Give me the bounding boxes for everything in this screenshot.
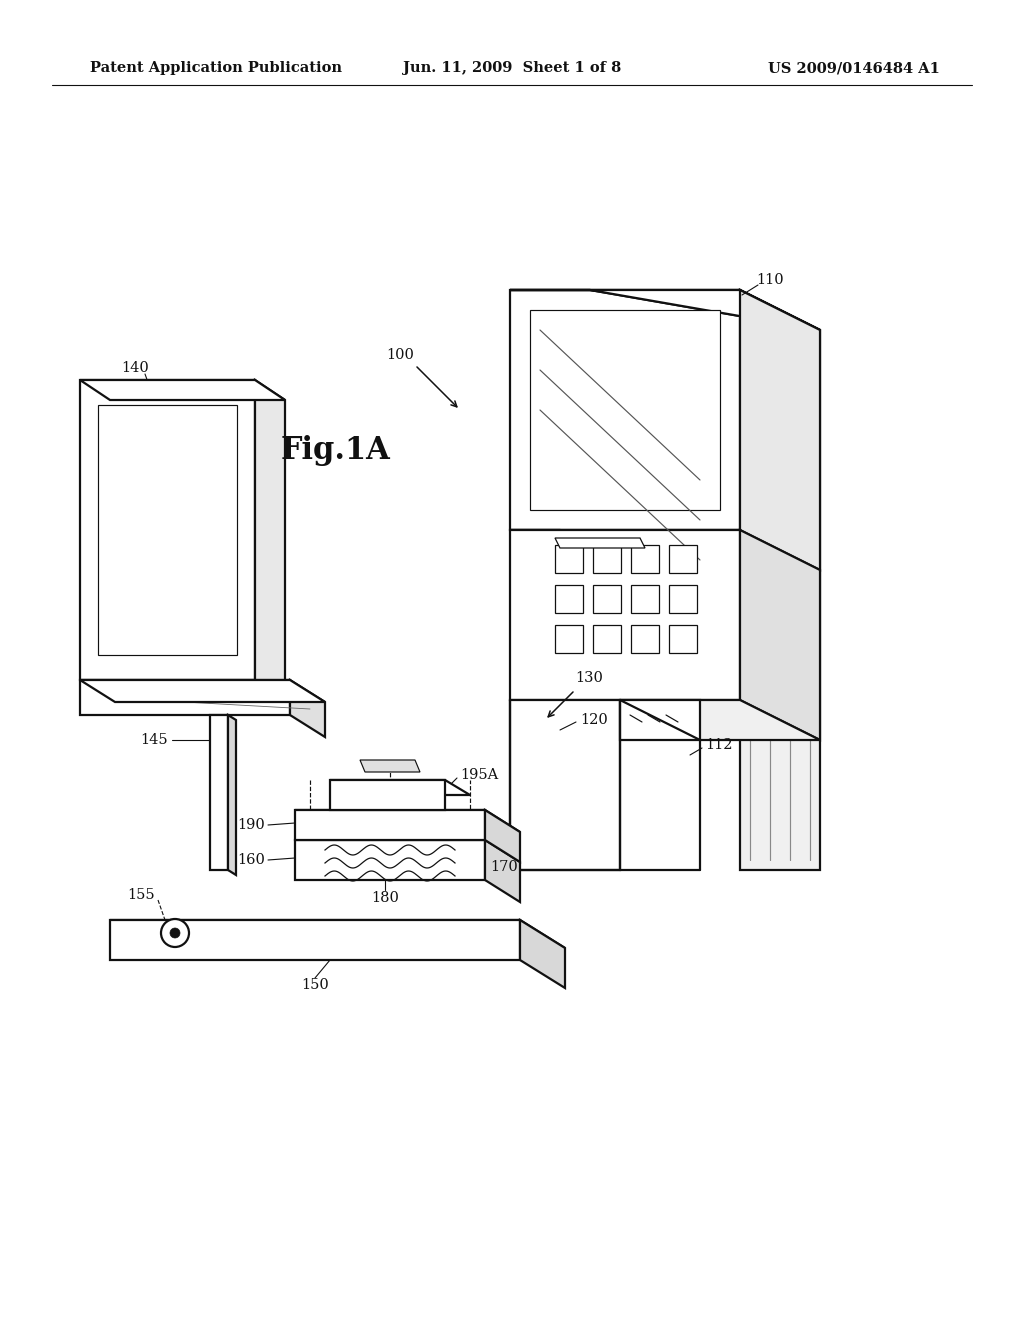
Polygon shape [210,715,228,870]
Text: 120: 120 [580,713,608,727]
Polygon shape [510,531,740,700]
Polygon shape [510,290,820,330]
Text: US 2009/0146484 A1: US 2009/0146484 A1 [768,61,940,75]
Polygon shape [520,920,565,987]
Text: 195A: 195A [460,768,499,781]
Text: 130: 130 [575,671,603,685]
Polygon shape [295,810,520,832]
Polygon shape [593,624,621,653]
Polygon shape [80,380,285,400]
Polygon shape [80,680,325,702]
Polygon shape [80,380,255,680]
Polygon shape [255,380,285,700]
Text: 100: 100 [386,348,414,362]
Text: 190: 190 [238,818,265,832]
Text: 150: 150 [301,978,329,993]
Polygon shape [360,760,420,772]
Polygon shape [620,700,700,741]
Text: 112: 112 [705,738,732,752]
Polygon shape [631,585,659,612]
Polygon shape [555,585,583,612]
Circle shape [161,919,189,946]
Circle shape [170,928,180,939]
Polygon shape [110,920,520,960]
Polygon shape [740,290,820,870]
Text: 110: 110 [756,273,783,286]
Polygon shape [295,810,485,840]
Polygon shape [510,290,740,531]
Text: 140: 140 [121,360,148,375]
Polygon shape [295,840,520,862]
Polygon shape [110,920,565,948]
Polygon shape [295,840,485,880]
Polygon shape [228,715,236,875]
Polygon shape [620,700,820,741]
Polygon shape [593,585,621,612]
Polygon shape [98,405,237,655]
Polygon shape [510,290,820,330]
Polygon shape [330,780,445,810]
Polygon shape [555,624,583,653]
Polygon shape [485,810,520,862]
Text: Patent Application Publication: Patent Application Publication [90,61,342,75]
Polygon shape [80,680,290,715]
Text: Jun. 11, 2009  Sheet 1 of 8: Jun. 11, 2009 Sheet 1 of 8 [402,61,622,75]
Polygon shape [510,700,620,870]
Polygon shape [631,624,659,653]
Polygon shape [631,545,659,573]
Polygon shape [669,585,697,612]
Text: 170: 170 [490,861,518,874]
Polygon shape [485,840,520,902]
Polygon shape [740,290,820,570]
Text: 160: 160 [238,853,265,867]
Polygon shape [669,624,697,653]
Text: Fig.1A: Fig.1A [281,434,390,466]
Text: 145: 145 [140,733,168,747]
Polygon shape [669,545,697,573]
Polygon shape [593,545,621,573]
Polygon shape [510,531,790,570]
Polygon shape [290,680,325,737]
Polygon shape [740,531,820,741]
Polygon shape [555,539,645,548]
Polygon shape [330,780,470,795]
Text: 180: 180 [371,891,399,906]
Text: 155: 155 [127,888,155,902]
Polygon shape [530,310,720,510]
Polygon shape [555,545,583,573]
